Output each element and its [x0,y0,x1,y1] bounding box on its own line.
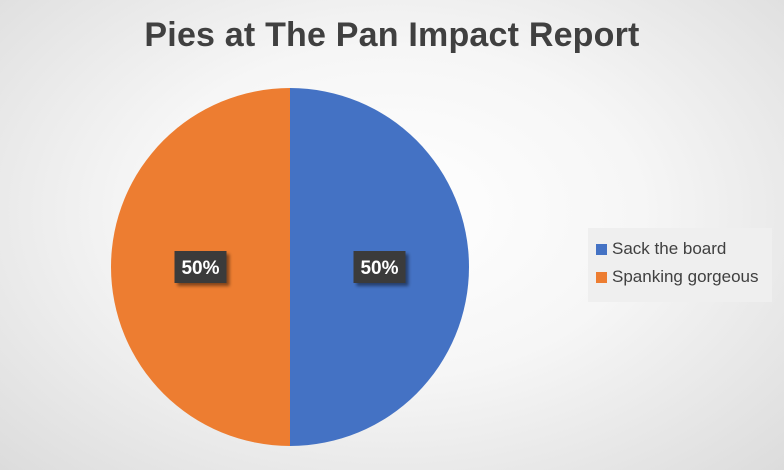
legend-entry-sack-the-board: Sack the board [596,235,764,263]
data-label-text: 50% [360,258,398,279]
data-label-box [353,251,406,283]
legend: Sack the board Spanking gorgeous [588,228,772,302]
data-label-box [174,251,227,283]
legend-label: Spanking gorgeous [612,267,759,286]
chart-title: Pies at The Pan Impact Report [144,16,640,54]
data-label-text: 50% [181,258,219,279]
legend-entry-spanking-gorgeous: Spanking gorgeous [596,263,764,291]
legend-swatch [596,271,607,283]
data-label: 50% [353,251,406,283]
legend-swatch [596,243,607,255]
data-label: 50% [174,251,227,283]
legend-label: Sack the board [612,239,727,258]
